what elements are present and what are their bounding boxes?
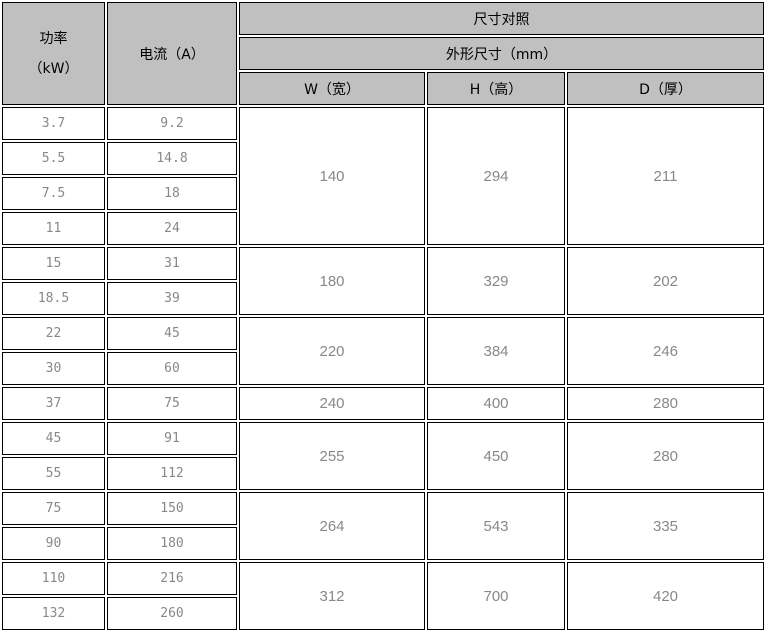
current-cell: 14.8 [107,142,237,175]
table-row: 7.5 18 [2,177,764,210]
power-cell: 22 [2,317,105,350]
height-cell: 329 [427,247,565,315]
power-cell: 11 [2,212,105,245]
power-cell: 75 [2,492,105,525]
header-height: H（高） [427,72,565,105]
current-cell: 75 [107,387,237,420]
power-cell: 7.5 [2,177,105,210]
power-cell: 3.7 [2,107,105,140]
table-row: 5.5 14.8 [2,142,764,175]
width-cell: 220 [239,317,425,385]
depth-cell: 420 [567,562,764,630]
width-cell: 240 [239,387,425,420]
current-cell: 39 [107,282,237,315]
table-row: 45 91 255 450 280 [2,422,764,490]
current-cell: 260 [107,597,237,630]
table-row: 11 24 [2,212,764,245]
depth-cell: 280 [567,422,764,490]
power-label: 功率 [39,30,68,47]
depth-cell: 211 [567,107,764,245]
table-row: 132 260 [2,597,764,630]
width-cell: 180 [239,247,425,315]
table-row: 37 75 240 400 280 [2,387,764,420]
width-cell: 264 [239,492,425,560]
header-power: 功率 （kW） [2,2,105,105]
power-cell: 45 [2,422,105,455]
header-current: 电流（A） [107,2,237,105]
power-cell: 132 [2,597,105,630]
power-cell: 30 [2,352,105,385]
header-size-title: 尺寸对照 [239,2,764,35]
depth-cell: 202 [567,247,764,315]
table-row: 3.7 9.2 140 294 211 [2,107,764,245]
power-unit: （kW） [28,60,79,77]
height-cell: 450 [427,422,565,490]
table-row: 30 60 [2,352,764,385]
power-cell: 110 [2,562,105,595]
power-cell: 55 [2,457,105,490]
width-cell: 255 [239,422,425,490]
current-cell: 31 [107,247,237,280]
power-cell: 18.5 [2,282,105,315]
table-row: 15 31 180 329 202 [2,247,764,315]
width-cell: 140 [239,107,425,245]
table-row: 75 150 264 543 335 [2,492,764,560]
depth-cell: 280 [567,387,764,420]
current-cell: 216 [107,562,237,595]
current-cell: 112 [107,457,237,490]
current-cell: 9.2 [107,107,237,140]
power-cell: 37 [2,387,105,420]
height-cell: 543 [427,492,565,560]
current-cell: 18 [107,177,237,210]
depth-cell: 335 [567,492,764,560]
height-cell: 700 [427,562,565,630]
power-cell: 90 [2,527,105,560]
current-cell: 60 [107,352,237,385]
table-row: 90 180 [2,527,764,560]
header-depth: D（厚） [567,72,764,105]
table-row: 110 216 312 700 420 [2,562,764,630]
height-cell: 384 [427,317,565,385]
power-cell: 5.5 [2,142,105,175]
width-cell: 312 [239,562,425,630]
height-cell: 294 [427,107,565,245]
header-outer-size: 外形尺寸（mm） [239,37,764,70]
power-cell: 15 [2,247,105,280]
height-cell: 400 [427,387,565,420]
current-cell: 24 [107,212,237,245]
current-cell: 45 [107,317,237,350]
table-row: 55 112 [2,457,764,490]
current-cell: 91 [107,422,237,455]
current-cell: 180 [107,527,237,560]
table-row: 22 45 220 384 246 [2,317,764,385]
header-width: W（宽） [239,72,425,105]
table-row: 18.5 39 [2,282,764,315]
depth-cell: 246 [567,317,764,385]
current-cell: 150 [107,492,237,525]
